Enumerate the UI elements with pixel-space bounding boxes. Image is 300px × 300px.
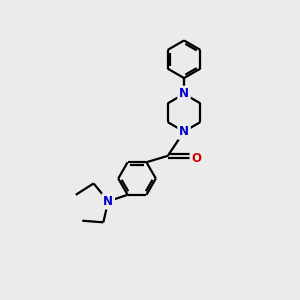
Text: O: O [191,152,201,165]
Text: N: N [103,195,113,208]
Text: N: N [179,87,189,101]
Text: N: N [179,125,189,138]
